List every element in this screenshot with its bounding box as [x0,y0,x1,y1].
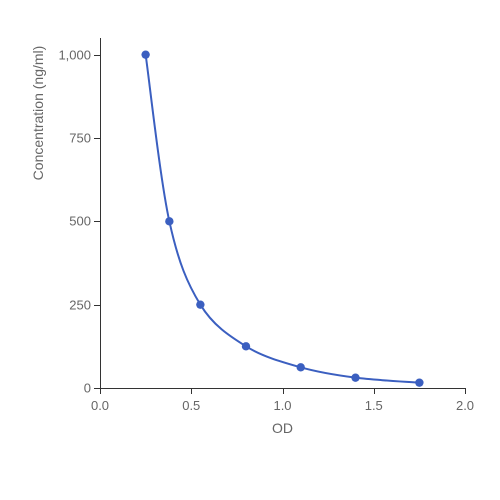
data-point [165,217,173,225]
data-point [351,373,359,381]
y-tick-label: 750 [55,131,91,146]
x-axis-label: OD [100,420,465,436]
x-tick-label: 1.0 [273,398,291,413]
y-tick-label: 250 [55,297,91,312]
x-tick [465,388,466,394]
x-tick-label: 1.5 [365,398,383,413]
standard-curve-chart: OD Concentration (ng/ml) 0.0 0.5 1.0 1.5 2.0… [0,0,500,500]
x-tick-label: 0.0 [91,398,109,413]
x-tick [191,388,192,394]
y-tick [94,305,100,306]
y-tick-label: 0 [55,381,91,396]
chart-svg [100,38,465,388]
plot-area [100,38,465,388]
y-tick-label: 500 [55,214,91,229]
data-point [415,378,423,386]
series-line [146,55,420,383]
data-point [297,363,305,371]
x-tick [283,388,284,394]
data-point [242,342,250,350]
y-tick [94,221,100,222]
x-tick [374,388,375,394]
x-tick [100,388,101,394]
y-axis [100,38,101,388]
x-tick-label: 2.0 [456,398,474,413]
y-axis-label: Concentration (ng/ml) [30,0,46,288]
y-tick [94,138,100,139]
y-tick-label: 1,000 [55,47,91,62]
x-tick-label: 0.5 [182,398,200,413]
y-tick [94,388,100,389]
data-point [141,50,149,58]
y-tick [94,55,100,56]
data-point [196,300,204,308]
